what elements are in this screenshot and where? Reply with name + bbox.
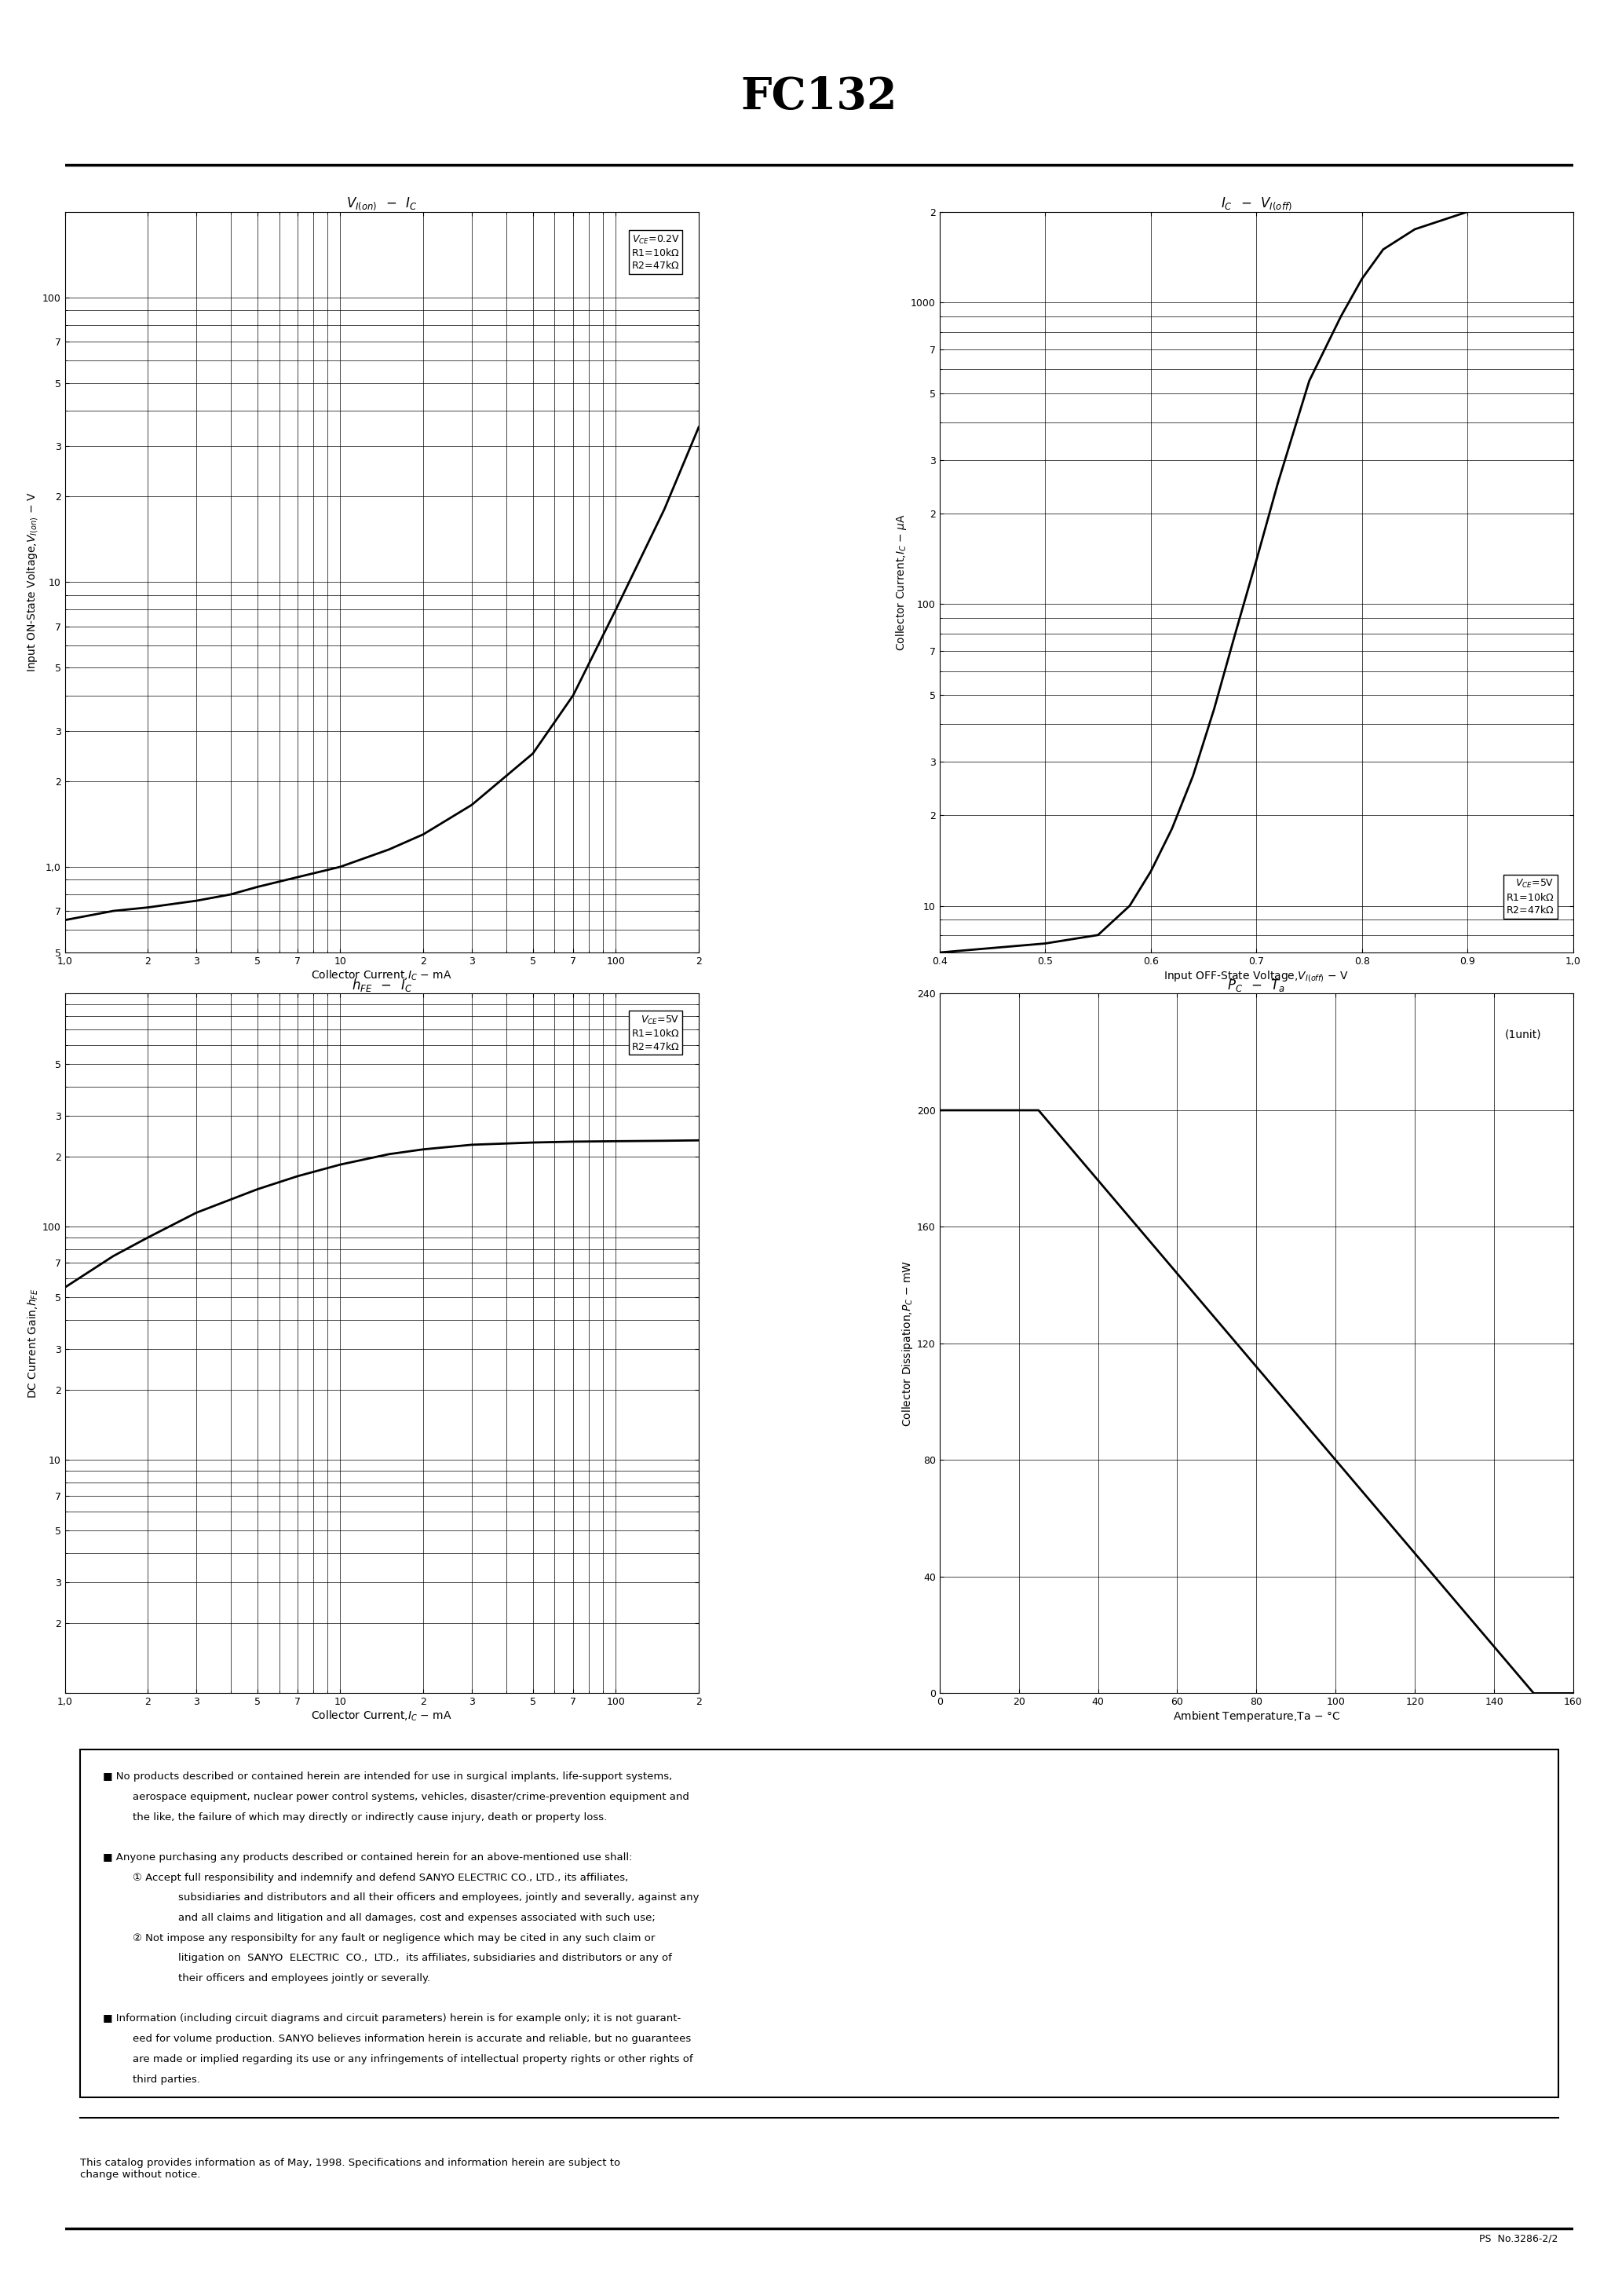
X-axis label: Collector Current,$I_C$ $-$ mA: Collector Current,$I_C$ $-$ mA [311,1711,453,1724]
X-axis label: Ambient Temperature,Ta $-$ $\mathregular{°C}$: Ambient Temperature,Ta $-$ $\mathregular… [1173,1711,1340,1724]
Title: $h_{FE}$  $-$  $I_C$: $h_{FE}$ $-$ $I_C$ [352,976,412,994]
Title: $V_{I(on)}$  $-$  $I_C$: $V_{I(on)}$ $-$ $I_C$ [345,195,417,211]
Text: ① Accept full responsibility and indemnify and defend SANYO ELECTRIC CO., LTD., : ① Accept full responsibility and indemni… [133,1874,628,1883]
Title: $P_C$  $-$  $T_a$: $P_C$ $-$ $T_a$ [1228,978,1286,994]
Text: PS  No.3286-2/2: PS No.3286-2/2 [1479,2234,1559,2243]
Text: their officers and employees jointly or severally.: their officers and employees jointly or … [178,1972,430,1984]
X-axis label: Input OFF-State Voltage,$V_{I(off)}$ $-$ V: Input OFF-State Voltage,$V_{I(off)}$ $-$… [1165,969,1350,983]
FancyBboxPatch shape [79,1750,1559,2099]
Text: ■ Anyone purchasing any products described or contained herein for an above-ment: ■ Anyone purchasing any products describ… [102,1853,633,1862]
Text: subsidiaries and distributors and all their officers and employees, jointly and : subsidiaries and distributors and all th… [178,1892,699,1903]
Y-axis label: DC Current Gain,$h_{FE}$: DC Current Gain,$h_{FE}$ [26,1288,41,1398]
Text: ■ Information (including circuit diagrams and circuit parameters) herein is for : ■ Information (including circuit diagram… [102,2014,681,2023]
X-axis label: Collector Current,$I_C$ $-$ mA: Collector Current,$I_C$ $-$ mA [311,969,453,983]
Text: $V_{CE}$=5V
R1=10k$\Omega$
R2=47k$\Omega$: $V_{CE}$=5V R1=10k$\Omega$ R2=47k$\Omega… [1507,877,1554,916]
Text: FC132: FC132 [741,76,897,119]
Text: are made or implied regarding its use or any infringements of intellectual prope: are made or implied regarding its use or… [133,2055,693,2064]
Text: ■ No products described or contained herein are intended for use in surgical imp: ■ No products described or contained her… [102,1773,672,1782]
Text: $V_{CE}$=5V
R1=10k$\Omega$
R2=47k$\Omega$: $V_{CE}$=5V R1=10k$\Omega$ R2=47k$\Omega… [631,1015,680,1052]
Text: ② Not impose any responsibilty for any fault or negligence which may be cited in: ② Not impose any responsibilty for any f… [133,1933,655,1942]
Title: $I_C$  $-$  $V_{I(off)}$: $I_C$ $-$ $V_{I(off)}$ [1221,195,1293,211]
Text: litigation on  SANYO  ELECTRIC  CO.,  LTD.,  its affiliates, subsidiaries and di: litigation on SANYO ELECTRIC CO., LTD., … [178,1954,672,1963]
Text: and all claims and litigation and all damages, cost and expenses associated with: and all claims and litigation and all da… [178,1913,655,1924]
Text: aerospace equipment, nuclear power control systems, vehicles, disaster/crime-pre: aerospace equipment, nuclear power contr… [133,1791,689,1802]
Y-axis label: Collector Dissipation,$P_C$ $-$ mW: Collector Dissipation,$P_C$ $-$ mW [900,1261,915,1426]
Text: the like, the failure of which may directly or indirectly cause injury, death or: the like, the failure of which may direc… [133,1812,607,1823]
Y-axis label: Collector Current,$I_C$ $-$ $\mu$A: Collector Current,$I_C$ $-$ $\mu$A [894,514,908,650]
Text: $V_{CE}$=0.2V
R1=10k$\Omega$
R2=47k$\Omega$: $V_{CE}$=0.2V R1=10k$\Omega$ R2=47k$\Ome… [631,234,680,271]
Text: This catalog provides information as of May, 1998. Specifications and informatio: This catalog provides information as of … [79,2158,620,2179]
Y-axis label: Input ON-State Voltage,$V_{I(on)}$ $-$ V: Input ON-State Voltage,$V_{I(on)}$ $-$ V [26,491,41,673]
Text: third parties.: third parties. [133,2073,200,2085]
Text: eed for volume production. SANYO believes information herein is accurate and rel: eed for volume production. SANYO believe… [133,2034,691,2043]
Text: (1unit): (1unit) [1505,1029,1541,1040]
